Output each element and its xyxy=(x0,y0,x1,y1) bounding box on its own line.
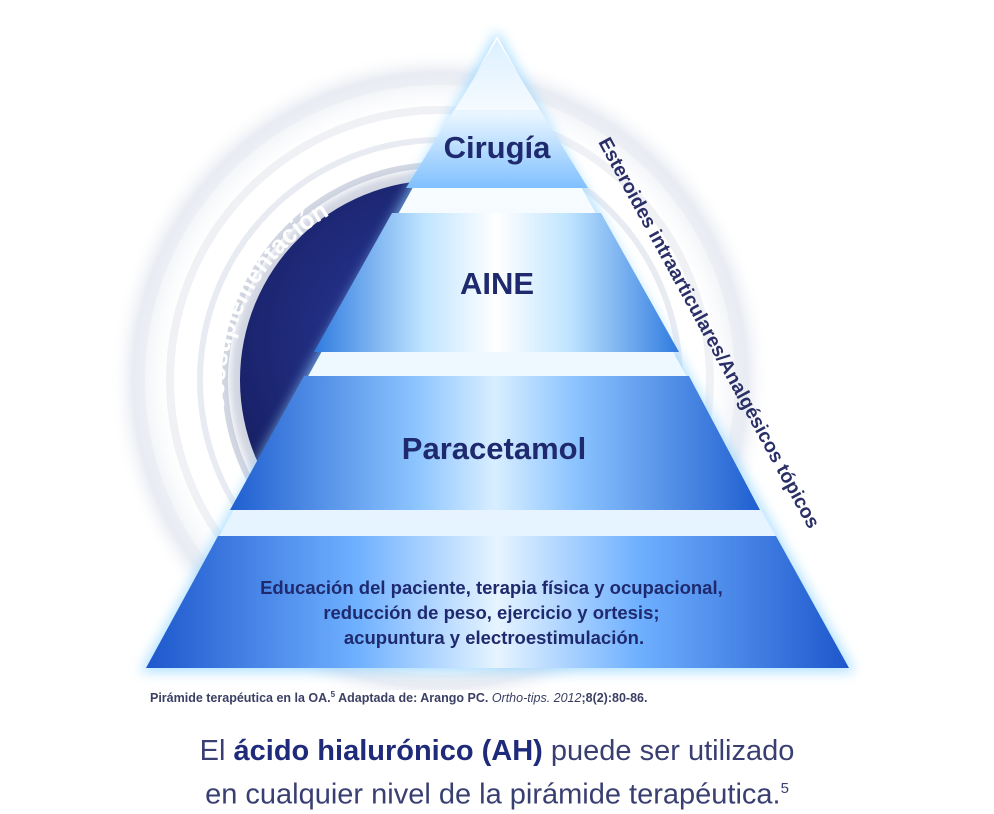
tier-base: Educación del paciente, terapia física y… xyxy=(146,536,849,668)
therapeutic-pyramid-diagram: Viscosuplementación Cirugía AINE Paracet… xyxy=(110,30,855,690)
tier-paracetamol: Paracetamol xyxy=(230,376,760,510)
statement-line2-text: en cualquier nivel de la pirámide terapé… xyxy=(205,778,781,811)
caption-journal: Ortho-tips. 2012 xyxy=(491,691,582,706)
tier-paracetamol-label: Paracetamol xyxy=(402,431,586,466)
statement-line-1: El ácido hialurónico (AH) puede ser util… xyxy=(0,732,994,770)
tier-surgery-label: Cirugía xyxy=(444,130,552,165)
caption-suffix: ;8(2):80-86. xyxy=(581,691,648,706)
key-statement: El ácido hialurónico (AH) puede ser util… xyxy=(0,732,994,814)
statement-post: puede ser utilizado xyxy=(542,735,795,767)
statement-pre: El xyxy=(199,735,234,767)
tier-base-line-1: Educación del paciente, terapia física y… xyxy=(260,577,723,598)
caption-middle: Adaptada de: Arango PC. xyxy=(335,691,492,706)
caption-prefix: Pirámide terapéutica en la OA. xyxy=(150,691,331,706)
tier-nsaid-label: AINE xyxy=(460,266,534,301)
tier-surgery: Cirugía xyxy=(406,40,588,188)
caption-ref: 5 xyxy=(330,690,336,699)
statement-bold: ácido hialurónico (AH) xyxy=(233,735,543,767)
statement-line-2: en cualquier nivel de la pirámide terapé… xyxy=(0,770,994,814)
svg-text:Educación del paciente, terapi: Educación del paciente, terapia física y… xyxy=(260,577,728,648)
tier-base-line-3: acupuntura y electroestimulación. xyxy=(344,627,644,648)
statement-ref: 5 xyxy=(780,780,789,797)
figure-caption: Pirámide terapéutica en la OA.5 Adaptada… xyxy=(150,690,850,705)
tier-nsaid: AINE xyxy=(314,213,679,352)
tier-base-line-2: reducción de peso, ejercicio y ortesis; xyxy=(323,602,659,623)
